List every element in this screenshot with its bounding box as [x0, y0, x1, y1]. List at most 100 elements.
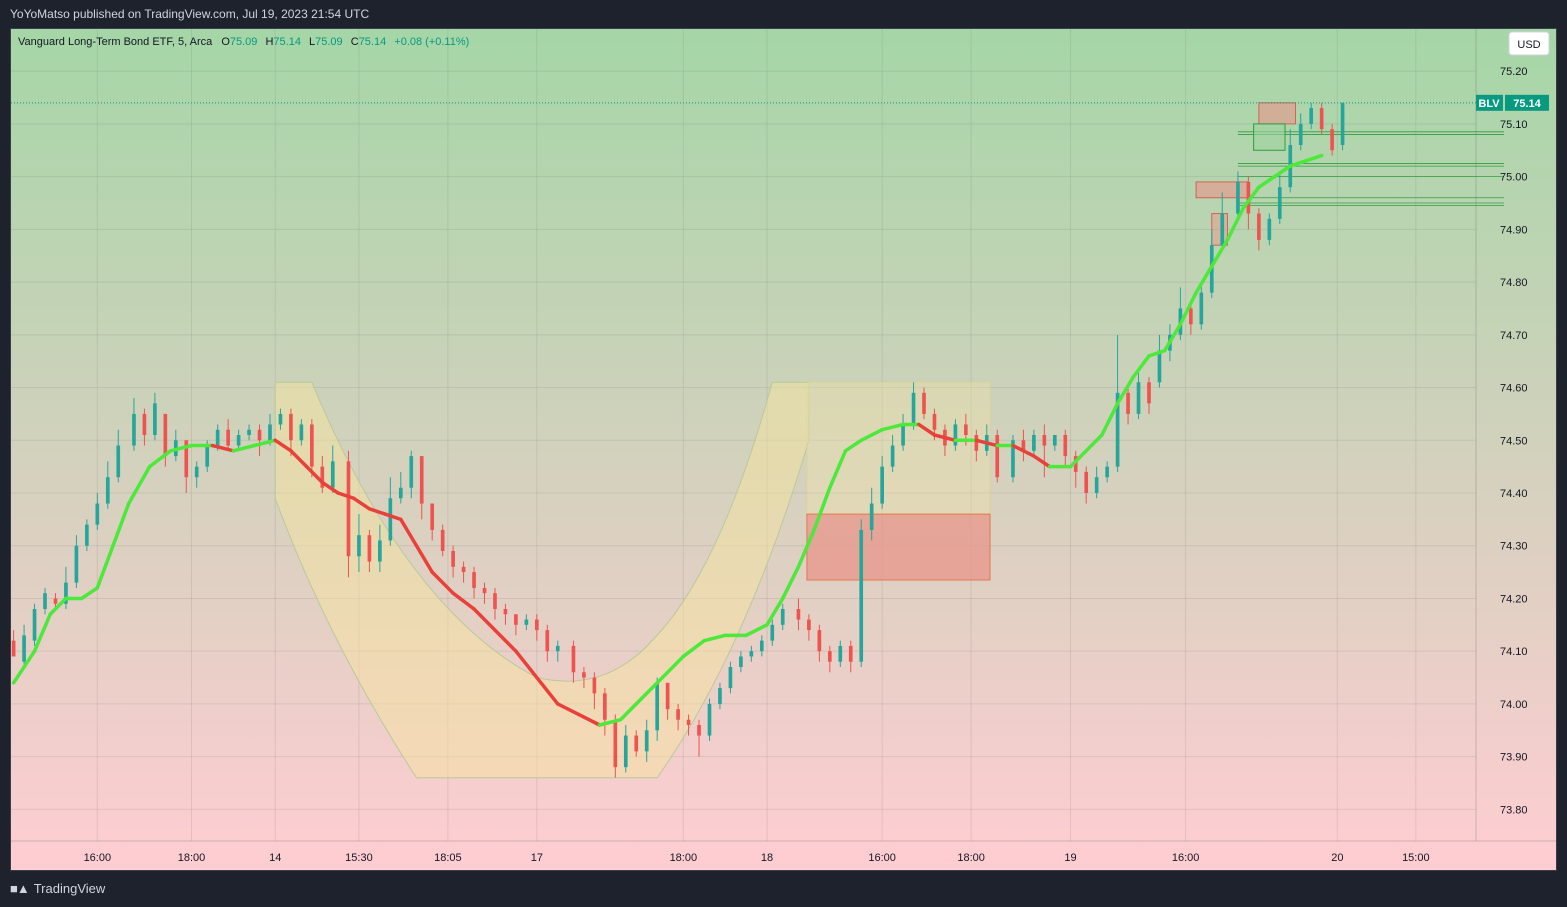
candle-body [571, 645, 576, 673]
candle-body [299, 424, 304, 441]
candle-body [64, 582, 68, 604]
candle-body [582, 672, 586, 678]
candle-body [1189, 308, 1193, 325]
candle-body [922, 392, 926, 414]
published-text: YoYoMatso published on TradingView.com, … [10, 7, 370, 21]
moving-average-segment [48, 596, 68, 617]
candle-body [932, 413, 937, 430]
moving-average-segment [430, 570, 455, 595]
x-tick-label: 19 [1064, 852, 1076, 864]
axes-layer: 75.20 75.10 75.00 74.90 74.80 74.70 74.60 74.50… [11, 29, 1556, 864]
order-block [1258, 102, 1296, 125]
candle-body [697, 725, 701, 736]
moving-average-segment [765, 596, 785, 627]
moving-average-segment [780, 565, 801, 601]
candle-body [378, 540, 382, 562]
moving-average-segment [451, 591, 476, 611]
moving-average-segment [932, 433, 958, 443]
moving-average-segment [336, 491, 356, 501]
x-tick-label: 15:00 [1402, 852, 1430, 864]
legend-low: 75.09 [315, 36, 343, 48]
candle-body [1115, 392, 1120, 467]
candle-body [419, 456, 424, 504]
x-tick-label: 16:00 [1172, 852, 1200, 864]
legend-change: +0.08 (+0.11%) [394, 36, 469, 48]
chart-frame[interactable]: 75.20 75.10 75.00 74.90 74.80 74.70 74.60 74.50… [10, 28, 1557, 871]
moving-average-segment [681, 638, 707, 659]
candle-body [901, 424, 905, 446]
moving-average-segment [535, 675, 560, 706]
price-chart[interactable]: 75.20 75.10 75.00 74.90 74.80 74.70 74.60 74.50… [11, 29, 1556, 870]
moving-average-segment [859, 427, 884, 443]
moving-average-segment [273, 438, 293, 453]
moving-average-segment [796, 528, 816, 569]
range-box [806, 381, 991, 515]
candle-body [1257, 213, 1261, 240]
candle-body [1063, 435, 1068, 457]
candle-body [289, 413, 293, 441]
candle-body [310, 424, 314, 467]
y-tick-label: 74.90 [1500, 224, 1528, 236]
candle-body [163, 413, 168, 457]
x-tick-label: 18:00 [957, 852, 985, 864]
moving-average-segment [399, 517, 419, 548]
x-tick-label: 15:30 [345, 852, 373, 864]
candle-body [739, 656, 743, 667]
candle-body [749, 651, 754, 657]
moving-average-segment [1194, 264, 1214, 295]
candle-body [32, 609, 37, 641]
candle-body [545, 630, 550, 652]
moving-average-segment [1068, 449, 1088, 469]
x-tick-label: 18:00 [178, 852, 206, 864]
moving-average-segment [32, 612, 52, 653]
moving-average-segment [1147, 348, 1167, 358]
candle-body [1032, 435, 1036, 451]
candle-body [194, 466, 199, 478]
candle-body [268, 424, 272, 441]
moving-average-segment [1225, 206, 1245, 242]
candle-body [655, 682, 660, 731]
candle-body [482, 587, 487, 594]
candle-body [911, 392, 916, 425]
moving-average-segment [556, 702, 581, 717]
candle-body [388, 498, 393, 541]
candle-body [367, 535, 372, 562]
moving-average-segment [111, 501, 131, 548]
candle-body [623, 735, 628, 768]
candle-body [1340, 102, 1345, 145]
y-tick-label: 74.80 [1500, 277, 1528, 289]
moving-average-segment [351, 496, 372, 511]
candle-body [1147, 382, 1151, 404]
moving-average-segment [1131, 354, 1151, 379]
x-tick-label: 16:00 [868, 852, 896, 864]
legend-open: 75.09 [230, 36, 258, 48]
candle-body [514, 614, 518, 625]
candle-body [257, 429, 262, 441]
moving-average-segment [880, 422, 905, 432]
legend-high: 75.14 [273, 36, 301, 48]
candle-body [1330, 129, 1334, 151]
x-tick-label: 17 [531, 852, 543, 864]
publisher-caption: YoYoMatso published on TradingView.com, … [0, 0, 1567, 28]
candle-body [1220, 213, 1225, 246]
y-tick-label: 74.10 [1500, 646, 1528, 658]
currency-button[interactable]: USD [1508, 31, 1550, 56]
moving-average-segment [514, 649, 539, 680]
price-channel [274, 381, 810, 779]
candle-body [1136, 382, 1141, 414]
moving-average-segment [252, 438, 277, 448]
footer-bar: ■▲ TradingView [0, 871, 1567, 907]
moving-average-segment [1288, 159, 1308, 168]
candle-body [759, 640, 764, 652]
candle-body [807, 619, 811, 631]
tradingview-logo[interactable]: ■▲ TradingView [10, 881, 105, 896]
moving-average-segment [660, 654, 686, 680]
moving-average-segment [1304, 153, 1324, 163]
moving-average-segment [1272, 164, 1293, 179]
candle-body [503, 609, 508, 615]
candle-body [686, 719, 691, 725]
y-tick-label: 73.80 [1500, 804, 1528, 816]
moving-average-segment [1032, 454, 1052, 469]
candle-body [1073, 456, 1078, 472]
price-tag-value: 75.14 [1513, 98, 1541, 110]
